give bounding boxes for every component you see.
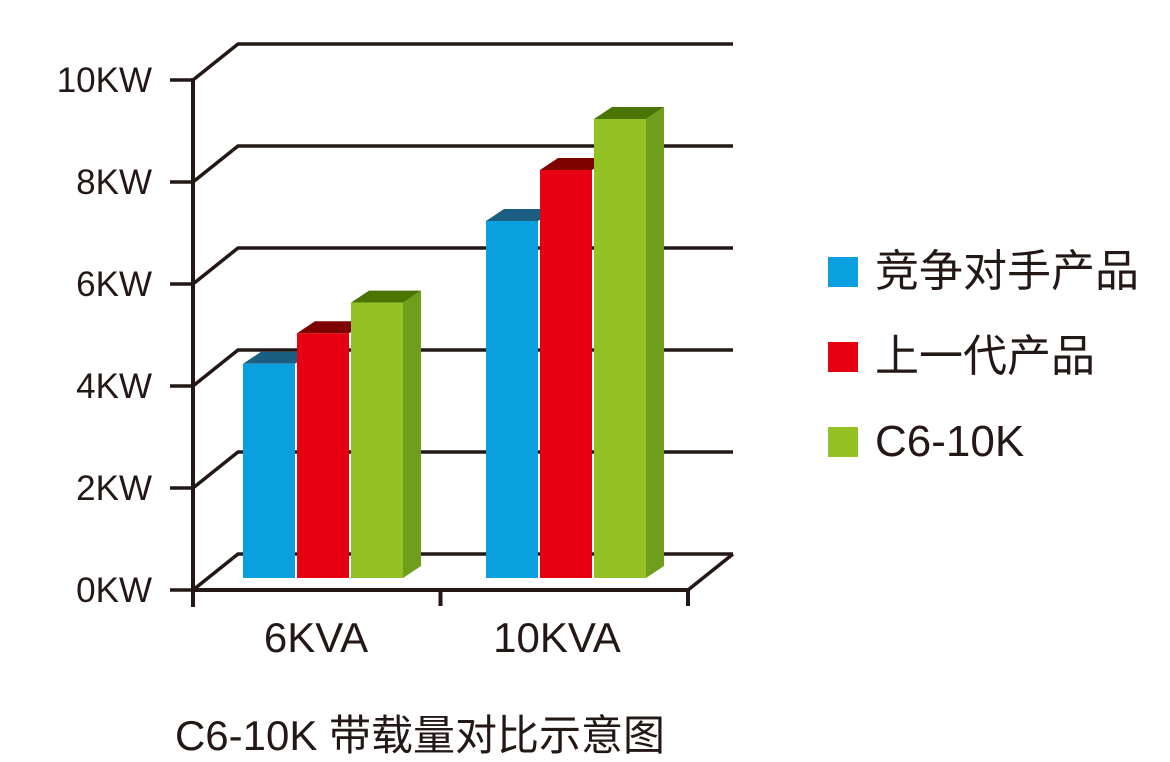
gridline-0KW <box>170 552 733 592</box>
bar-top-C6-10K-6KVA <box>351 290 421 303</box>
legend-label-c6-10k: C6-10K <box>875 417 1025 466</box>
bar-side-C6-10K-10KVA <box>646 107 664 578</box>
gridline-6KW <box>170 246 733 286</box>
x-category-label-6KVA: 6KVA <box>264 614 368 661</box>
y-tick-label-2KW: 2KW <box>76 469 152 508</box>
legend-item-c6-10k: C6-10K <box>828 414 1139 470</box>
bar-C6-10K-10KVA <box>594 119 646 578</box>
legend-swatch-c6-10k <box>828 427 858 457</box>
bar-C6-10K-6KVA <box>351 302 403 578</box>
y-tick-label-0KW: 0KW <box>76 571 152 610</box>
legend: 竞争对手产品 上一代产品 C6-10K <box>828 244 1139 499</box>
bar-上一代产品-10KVA <box>540 170 592 578</box>
gridline-8KW <box>170 144 733 184</box>
bar-top-上一代产品-6KVA <box>297 321 367 334</box>
bar-side-C6-10K-6KVA <box>403 290 421 578</box>
legend-label-competitor: 竞争对手产品 <box>875 247 1139 296</box>
y-tick-label-8KW: 8KW <box>76 163 152 202</box>
y-tick-label-4KW: 4KW <box>76 367 152 406</box>
legend-swatch-previous-gen <box>828 342 858 372</box>
legend-swatch-competitor <box>828 257 858 287</box>
bar-top-竞争对手产品-10KVA <box>486 209 556 221</box>
bar-上一代产品-6KVA <box>297 333 349 578</box>
bar-top-C6-10K-10KVA <box>594 107 664 119</box>
floor-right-edge <box>686 552 735 592</box>
gridline-2KW <box>170 450 733 490</box>
legend-label-previous-gen: 上一代产品 <box>875 332 1095 381</box>
bar-top-竞争对手产品-6KVA <box>243 351 313 364</box>
bar-竞争对手产品-6KVA <box>243 363 295 578</box>
y-tick-label-10KW: 10KW <box>57 61 152 100</box>
gridline-4KW <box>170 348 733 388</box>
legend-item-previous-gen: 上一代产品 <box>828 329 1139 385</box>
gridline-10KW <box>170 42 733 82</box>
bar-竞争对手产品-10KVA <box>486 221 538 578</box>
y-tick-label-6KW: 6KW <box>76 265 152 304</box>
legend-item-competitor: 竞争对手产品 <box>828 244 1139 300</box>
x-category-label-10KVA: 10KVA <box>493 614 621 661</box>
bar-top-上一代产品-10KVA <box>540 158 610 170</box>
chart-title: C6-10K 带载量对比示意图 <box>174 712 666 759</box>
